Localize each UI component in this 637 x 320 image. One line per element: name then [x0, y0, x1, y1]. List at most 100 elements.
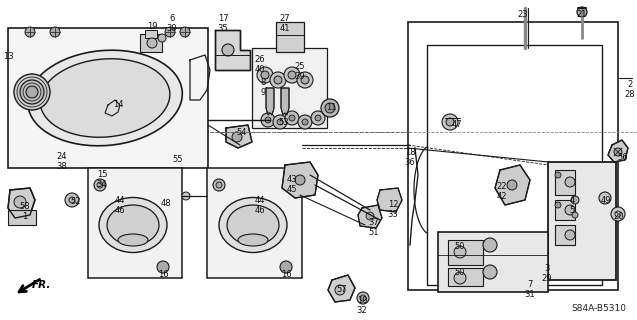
Circle shape	[97, 182, 103, 188]
Text: 2
28: 2 28	[625, 80, 635, 100]
Bar	[145, 30, 157, 38]
Circle shape	[599, 192, 611, 204]
Bar	[438, 232, 548, 292]
Text: 21: 21	[576, 10, 587, 19]
Circle shape	[454, 246, 466, 258]
Text: 44
46: 44 46	[255, 196, 266, 215]
Circle shape	[315, 115, 321, 121]
Text: 4
5: 4 5	[569, 196, 575, 215]
Bar	[555, 225, 575, 245]
Circle shape	[565, 177, 575, 187]
Circle shape	[366, 212, 374, 220]
Text: 14: 14	[113, 100, 123, 109]
Circle shape	[273, 115, 287, 129]
Bar	[276, 22, 304, 52]
Circle shape	[261, 113, 275, 127]
Circle shape	[302, 119, 308, 125]
Bar	[408, 22, 618, 290]
Text: 17
35: 17 35	[218, 14, 228, 33]
Circle shape	[26, 86, 38, 98]
Circle shape	[274, 76, 282, 84]
Circle shape	[335, 285, 345, 295]
Circle shape	[285, 111, 299, 125]
Text: 11: 11	[326, 103, 336, 112]
Circle shape	[483, 265, 497, 279]
Text: 54: 54	[237, 128, 247, 137]
Circle shape	[69, 197, 75, 203]
Bar	[140, 34, 162, 52]
Polygon shape	[495, 165, 530, 205]
Polygon shape	[8, 188, 35, 218]
Circle shape	[295, 175, 305, 185]
Ellipse shape	[40, 59, 170, 137]
Polygon shape	[377, 188, 402, 212]
Circle shape	[14, 74, 50, 110]
Text: 20: 20	[614, 212, 624, 221]
Text: 22
42: 22 42	[497, 182, 507, 201]
Bar	[548, 162, 616, 280]
Circle shape	[301, 76, 309, 84]
Circle shape	[65, 193, 79, 207]
Circle shape	[325, 103, 335, 113]
Circle shape	[147, 38, 157, 48]
Polygon shape	[282, 162, 318, 198]
Ellipse shape	[238, 234, 268, 246]
Bar	[448, 268, 483, 286]
Polygon shape	[328, 275, 355, 302]
Text: 8
9: 8 9	[261, 78, 266, 97]
Circle shape	[360, 295, 366, 301]
Circle shape	[483, 238, 497, 252]
Circle shape	[277, 119, 283, 125]
Circle shape	[571, 196, 579, 204]
Circle shape	[284, 67, 300, 83]
Ellipse shape	[107, 205, 159, 245]
Text: 55: 55	[173, 155, 183, 164]
Text: 13: 13	[3, 52, 13, 61]
Circle shape	[158, 34, 166, 42]
Circle shape	[555, 172, 561, 178]
Text: 27
41: 27 41	[280, 14, 290, 33]
Circle shape	[446, 118, 454, 126]
Text: 19: 19	[147, 22, 157, 31]
Circle shape	[611, 207, 625, 221]
Bar	[555, 170, 575, 195]
Text: 24
38: 24 38	[57, 152, 68, 172]
Circle shape	[182, 192, 190, 200]
Text: 16: 16	[281, 270, 291, 279]
Text: 57: 57	[337, 285, 347, 294]
Polygon shape	[266, 88, 274, 115]
Circle shape	[454, 272, 466, 284]
Text: 56: 56	[618, 153, 628, 162]
Text: 47: 47	[452, 120, 462, 129]
Circle shape	[565, 205, 575, 215]
Circle shape	[257, 67, 273, 83]
Ellipse shape	[27, 50, 182, 146]
Circle shape	[216, 182, 222, 188]
Bar	[448, 240, 483, 265]
Text: S84A-B5310: S84A-B5310	[571, 304, 626, 313]
Bar	[207, 168, 302, 278]
Circle shape	[555, 202, 561, 208]
Polygon shape	[358, 205, 382, 228]
Circle shape	[265, 117, 271, 123]
Circle shape	[442, 114, 458, 130]
Text: 3
29: 3 29	[541, 264, 552, 284]
Text: 10
32: 10 32	[357, 296, 368, 316]
Circle shape	[357, 292, 369, 304]
Bar	[8, 210, 36, 225]
Text: 37
51: 37 51	[369, 218, 380, 237]
Circle shape	[507, 180, 517, 190]
Polygon shape	[281, 88, 289, 115]
Polygon shape	[226, 125, 252, 148]
Ellipse shape	[99, 197, 167, 252]
Circle shape	[261, 71, 269, 79]
Bar	[252, 48, 327, 128]
Circle shape	[288, 71, 296, 79]
Text: 7
31: 7 31	[525, 280, 535, 300]
Circle shape	[614, 148, 622, 156]
Text: 25
39: 25 39	[295, 62, 305, 81]
Bar	[555, 200, 575, 220]
Circle shape	[298, 115, 312, 129]
Circle shape	[157, 261, 169, 273]
Circle shape	[20, 80, 44, 104]
